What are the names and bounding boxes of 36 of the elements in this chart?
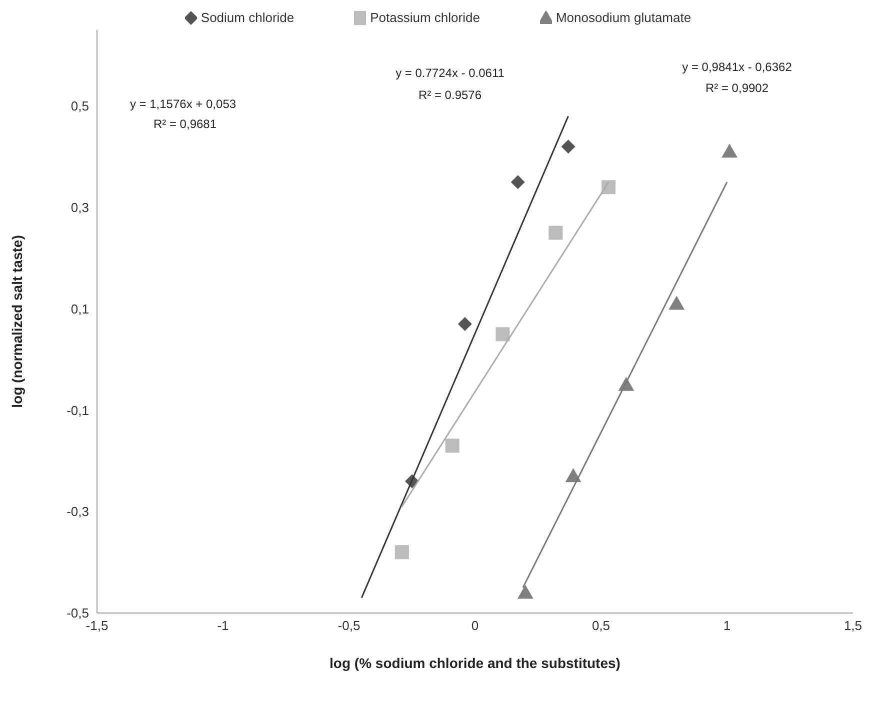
x-tick-label: 1,5 xyxy=(844,618,862,634)
x-axis-title: log (% sodium chloride and the substitutes) xyxy=(330,655,620,671)
annotation: R² = 0,9681 xyxy=(152,117,218,131)
point xyxy=(561,140,576,154)
legend-label: Monosodium glutamate xyxy=(556,10,692,25)
point xyxy=(496,327,510,342)
annotation: y = 0.7724x - 0.0611 xyxy=(394,66,506,80)
y-axis-title: log (normalized salt taste) xyxy=(8,235,25,408)
point xyxy=(602,180,616,194)
y-tick-label: 0,5 xyxy=(70,98,89,114)
annotation: R² = 0.9576 xyxy=(417,88,483,102)
x-tick-label: 0 xyxy=(471,618,479,634)
point xyxy=(510,175,525,190)
y-tick-label: -0,5 xyxy=(66,606,89,621)
legend-label: Potassium chloride xyxy=(370,10,480,25)
legend-label: Sodium chloride xyxy=(200,10,294,25)
point xyxy=(565,468,582,482)
x-tick-label: 1 xyxy=(723,618,731,634)
point xyxy=(548,226,563,240)
annotation: R² = 0,9902 xyxy=(704,81,770,95)
point xyxy=(722,144,738,158)
x-tick-label: -1 xyxy=(217,618,229,634)
point xyxy=(517,584,534,599)
annotation: y = 0,9841x - 0,6362 xyxy=(681,60,793,74)
point xyxy=(458,317,472,332)
point xyxy=(668,296,685,310)
y-tick-label: -0,1 xyxy=(66,402,89,418)
x-tick-label: -0,5 xyxy=(338,618,360,634)
point xyxy=(394,545,409,560)
point xyxy=(445,438,460,453)
x-tick-label: -1,5 xyxy=(86,618,108,634)
annotation: y = 1,1576x + 0,053 xyxy=(130,97,236,111)
y-tick-label: -0,3 xyxy=(66,504,89,520)
y-tick-label: 0,1 xyxy=(70,301,89,316)
y-tick-label: 0,3 xyxy=(70,200,89,216)
x-tick-label: 0,5 xyxy=(592,618,610,634)
